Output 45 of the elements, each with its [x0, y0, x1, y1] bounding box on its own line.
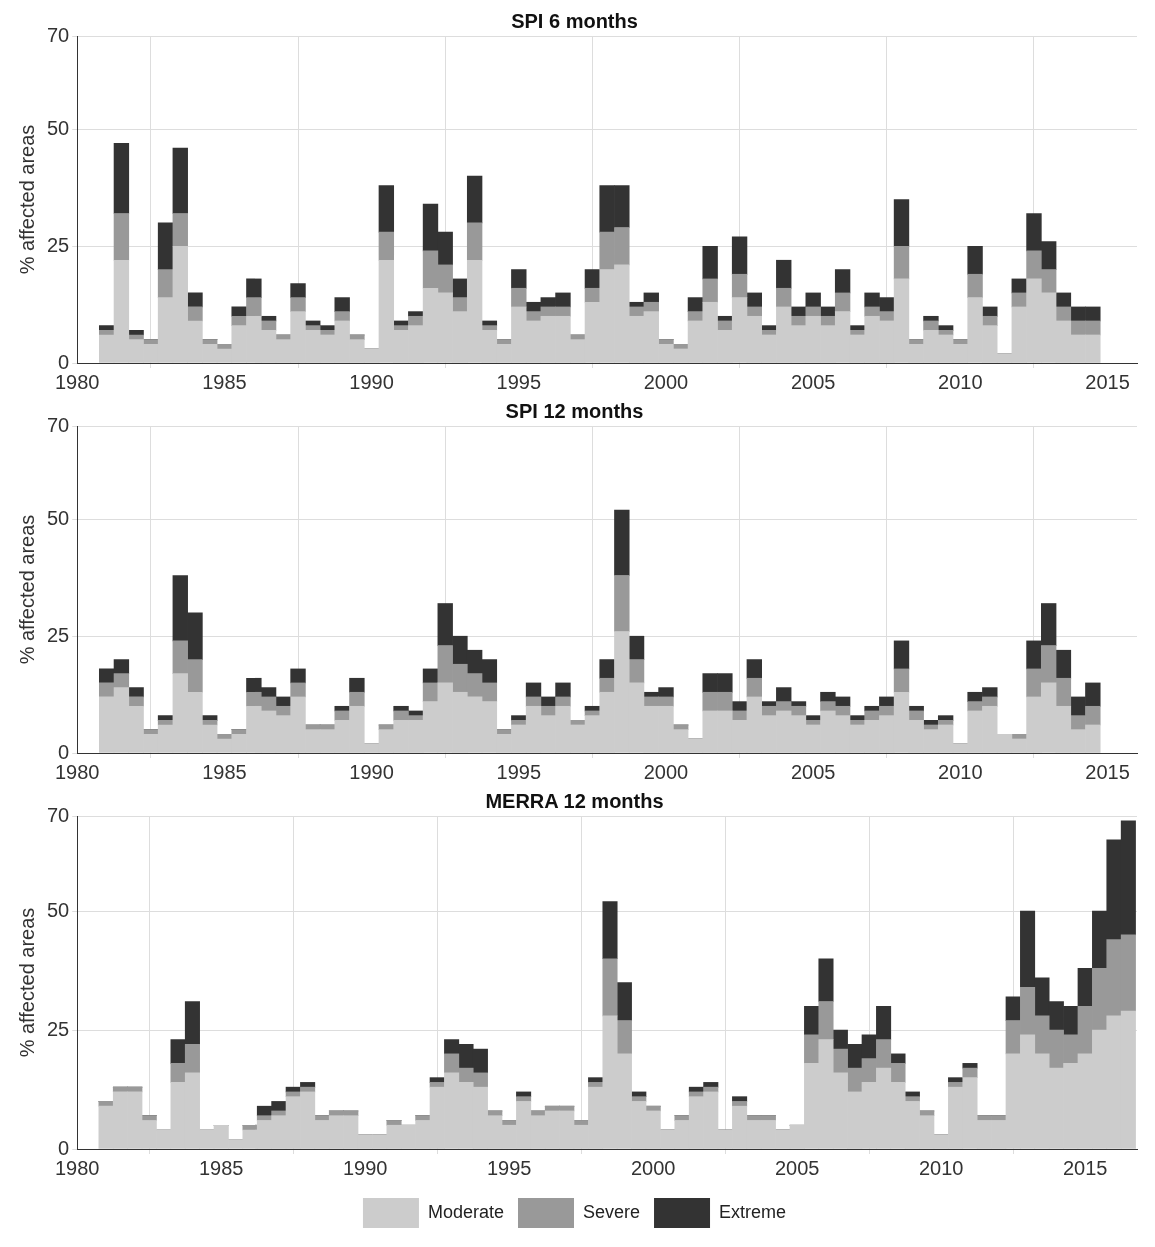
x-tick-label: 2015 [1085, 370, 1130, 393]
chart-title: SPI 12 months [505, 399, 644, 422]
y-tick-label: 70 [47, 23, 70, 46]
x-tick-label: 1995 [486, 1156, 532, 1179]
x-tick-label: 2010 [918, 1156, 964, 1179]
y-tick-label: 50 [47, 116, 70, 139]
x-tick-label: 2010 [938, 370, 983, 393]
x-tick-label: 1980 [55, 1156, 100, 1179]
x-tick-label: 2000 [630, 1156, 676, 1179]
y-tick-label: 25 [47, 1017, 70, 1040]
x-tick-label: 2005 [790, 760, 836, 783]
legend-label: Moderate [427, 1201, 504, 1222]
x-tick-label: 2015 [1062, 1156, 1108, 1179]
x-tick-label: 1985 [198, 1156, 244, 1179]
x-tick-label: 2000 [643, 760, 689, 783]
y-tick-label: 50 [47, 898, 70, 921]
y-tick-label: 70 [47, 803, 70, 826]
y-tick-label: 70 [47, 413, 70, 436]
y-axis-title: % affected areas [15, 124, 38, 275]
legend-label: Severe [583, 1201, 641, 1222]
x-tick-label: 1990 [349, 370, 394, 393]
x-tick-label: 1995 [496, 370, 542, 393]
chart-title: SPI 6 months [511, 9, 638, 32]
x-tick-label: 1980 [55, 760, 100, 783]
x-tick-label: 1995 [496, 760, 542, 783]
x-tick-label: 2005 [774, 1156, 820, 1179]
chart-title: MERRA 12 months [485, 789, 664, 812]
y-tick-label: 0 [58, 1136, 70, 1159]
x-tick-label: 1980 [55, 370, 100, 393]
y-axis-title: % affected areas [15, 514, 38, 665]
y-tick-label: 0 [58, 740, 70, 763]
x-tick-label: 2010 [938, 760, 983, 783]
y-axis-title: % affected areas [15, 907, 38, 1058]
x-tick-label: 1990 [349, 760, 394, 783]
x-tick-label: 2005 [790, 370, 836, 393]
x-tick-label: 1985 [202, 760, 247, 783]
y-tick-label: 25 [47, 233, 70, 256]
y-tick-label: 0 [58, 350, 70, 373]
legend-label: Extreme [719, 1201, 787, 1222]
x-tick-label: 2000 [643, 370, 689, 393]
y-tick-label: 50 [47, 506, 70, 529]
y-tick-label: 25 [47, 623, 70, 646]
x-tick-label: 1985 [202, 370, 247, 393]
x-tick-label: 2015 [1085, 760, 1130, 783]
x-tick-label: 1990 [342, 1156, 388, 1179]
